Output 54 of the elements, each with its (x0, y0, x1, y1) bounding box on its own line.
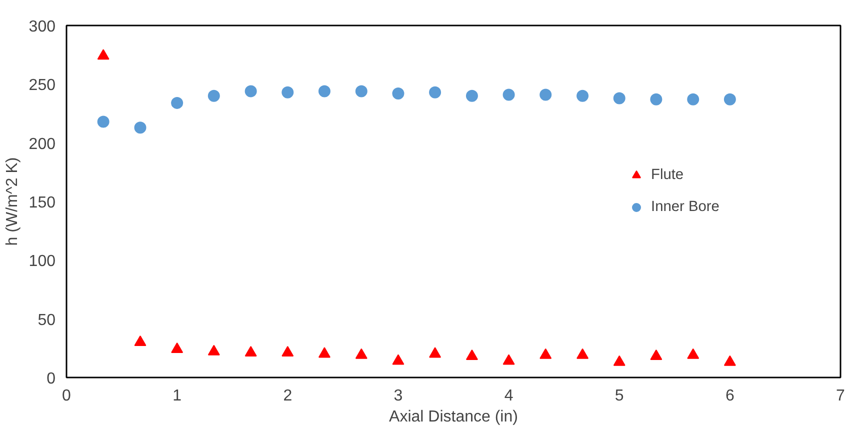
point (687, 348, 700, 359)
y-tick-label: 300 (28, 18, 56, 36)
point (502, 88, 515, 101)
y-tick-label: 150 (28, 194, 56, 212)
point (244, 85, 257, 98)
x-tick-label: 2 (283, 388, 292, 404)
y-tick-label: 50 (38, 312, 56, 329)
x-tick-label: 6 (725, 388, 734, 404)
point (171, 96, 184, 109)
point (318, 85, 330, 98)
point (208, 90, 220, 102)
x-tick-label: 7 (836, 388, 846, 404)
legend-label: Inner Bore (651, 199, 720, 215)
point (466, 90, 478, 102)
point (429, 347, 442, 358)
point (650, 93, 662, 106)
y-axis-title: h (W/m^2 K) (4, 157, 21, 246)
x-tick-label: 0 (62, 388, 72, 404)
x-tick-label: 4 (504, 388, 514, 404)
legend-label: Flute (651, 167, 684, 183)
x-tick-label: 5 (614, 388, 624, 404)
y-tick-label: 200 (28, 136, 56, 153)
point (282, 86, 294, 98)
point (613, 92, 626, 104)
point (244, 346, 257, 357)
y-tick-label: 250 (28, 77, 56, 94)
point (134, 122, 146, 134)
point (502, 354, 515, 365)
point (724, 355, 736, 366)
point (576, 348, 589, 359)
point (687, 93, 700, 106)
point (355, 348, 368, 359)
point (97, 116, 110, 128)
point (392, 88, 404, 100)
point (355, 85, 368, 98)
point (282, 346, 294, 357)
point (540, 348, 552, 359)
x-tick-label: 1 (172, 388, 182, 404)
x-axis-title: Axial Distance (in) (389, 408, 518, 426)
point (650, 350, 662, 360)
point (208, 344, 220, 356)
point (171, 342, 184, 354)
point (466, 350, 478, 360)
y-tick-label: 100 (28, 253, 56, 270)
point (318, 347, 330, 358)
point (724, 93, 736, 106)
point (429, 86, 442, 98)
point (613, 355, 626, 366)
point (134, 335, 146, 346)
point (540, 88, 552, 101)
point (392, 354, 404, 365)
x-tick-label: 3 (394, 388, 403, 404)
y-tick-label: 0 (46, 370, 56, 388)
point (576, 90, 589, 102)
